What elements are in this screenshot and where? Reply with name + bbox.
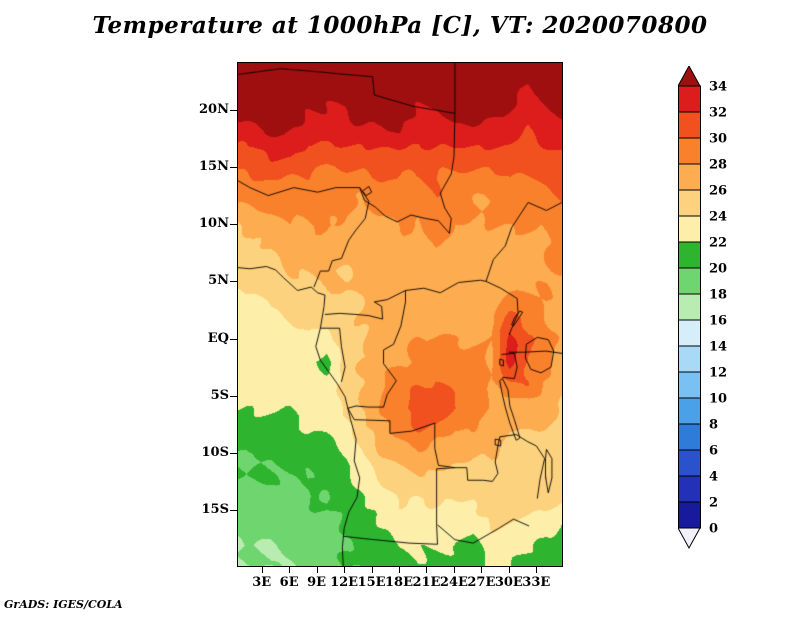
lon-tick-label: 9E xyxy=(307,575,327,590)
lon-tick-label: 24E xyxy=(439,575,468,590)
colorbar-tick-label: 14 xyxy=(709,340,727,355)
colorbar-tick-label: 0 xyxy=(709,522,718,537)
x-axis-tick xyxy=(481,567,483,573)
lon-tick-label: 27E xyxy=(467,575,496,590)
colorbar-segment xyxy=(678,501,701,529)
lat-tick-label: 10S xyxy=(201,444,229,460)
colorbar-tick-label: 26 xyxy=(709,184,727,199)
lon-tick-label: 6E xyxy=(279,575,299,590)
colorbar-segment xyxy=(678,137,701,165)
colorbar-segment xyxy=(678,215,701,243)
colorbar-tick-label: 6 xyxy=(709,444,718,459)
y-axis-tick xyxy=(230,281,237,283)
lon-tick-label: 15E xyxy=(357,575,386,590)
y-axis-tick xyxy=(230,395,237,397)
colorbar-segment xyxy=(678,293,701,321)
y-axis-tick xyxy=(230,452,237,454)
lon-tick-label: 18E xyxy=(385,575,413,590)
lat-tick-label: EQ xyxy=(207,330,229,346)
lon-tick-label: 33E xyxy=(522,575,551,590)
colorbar-arrow-bottom xyxy=(678,527,701,550)
x-axis-tick xyxy=(536,567,538,573)
x-axis-tick xyxy=(316,567,318,573)
x-axis-tick xyxy=(344,567,346,573)
colorbar-tick-label: 18 xyxy=(709,288,727,303)
colorbar-tick-label: 20 xyxy=(709,262,727,277)
colorbar-segment xyxy=(678,267,701,295)
colorbar-tick-label: 28 xyxy=(709,158,727,173)
lat-tick-label: 15N xyxy=(199,159,229,175)
colorbar-segment xyxy=(678,449,701,477)
x-axis-tick xyxy=(289,567,291,573)
lon-tick-label: 21E xyxy=(412,575,441,590)
grads-attribution: GrADS: IGES/COLA xyxy=(4,598,123,611)
lat-tick-label: 5N xyxy=(208,273,229,289)
colorbar-tick-label: 2 xyxy=(709,496,718,511)
colorbar-tick-label: 30 xyxy=(709,132,727,147)
colorbar-tick-label: 4 xyxy=(709,470,718,485)
lon-tick-label: 12E xyxy=(330,575,359,590)
y-axis-tick xyxy=(230,510,237,512)
lon-tick-label: 30E xyxy=(494,575,523,590)
y-axis-tick xyxy=(230,338,237,340)
map-plot-area xyxy=(237,62,563,567)
colorbar-segment xyxy=(678,85,701,113)
colorbar-tick-label: 16 xyxy=(709,314,727,329)
colorbar-tick-label: 32 xyxy=(709,106,727,121)
colorbar-segment xyxy=(678,345,701,373)
colorbar-tick-label: 8 xyxy=(709,418,718,433)
colorbar-tick-label: 12 xyxy=(709,366,727,381)
colorbar-tick-label: 34 xyxy=(709,80,727,95)
x-axis-tick xyxy=(453,567,455,573)
chart-title: Temperature at 1000hPa [C], VT: 20200708… xyxy=(92,12,708,39)
lat-tick-label: 5S xyxy=(210,387,229,403)
colorbar-segment xyxy=(678,163,701,191)
colorbar-segment xyxy=(678,397,701,425)
lat-tick-label: 10N xyxy=(199,216,229,232)
temperature-field-canvas xyxy=(238,63,562,566)
lat-tick-label: 20N xyxy=(199,102,229,117)
colorbar-tick-label: 24 xyxy=(709,210,727,225)
colorbar-segment xyxy=(678,241,701,269)
lon-tick-label: 3E xyxy=(252,575,272,590)
lat-tick-label: 15S xyxy=(201,502,229,518)
colorbar-segment xyxy=(678,423,701,451)
x-axis-tick xyxy=(508,567,510,573)
colorbar-segment xyxy=(678,189,701,217)
x-axis-tick xyxy=(371,567,373,573)
colorbar-segment xyxy=(678,371,701,399)
colorbar-segment xyxy=(678,475,701,503)
colorbar-arrow-top xyxy=(678,66,701,87)
y-axis-tick xyxy=(230,224,237,226)
colorbar-segment xyxy=(678,319,701,347)
colorbar-tick-label: 22 xyxy=(709,236,727,251)
x-axis-tick xyxy=(399,567,400,573)
colorbar-tick-label: 10 xyxy=(709,392,727,407)
y-axis-tick xyxy=(230,167,237,169)
x-axis-tick xyxy=(426,567,428,573)
y-axis-tick xyxy=(230,110,237,111)
x-axis-tick xyxy=(261,567,263,573)
colorbar-segment xyxy=(678,111,701,139)
